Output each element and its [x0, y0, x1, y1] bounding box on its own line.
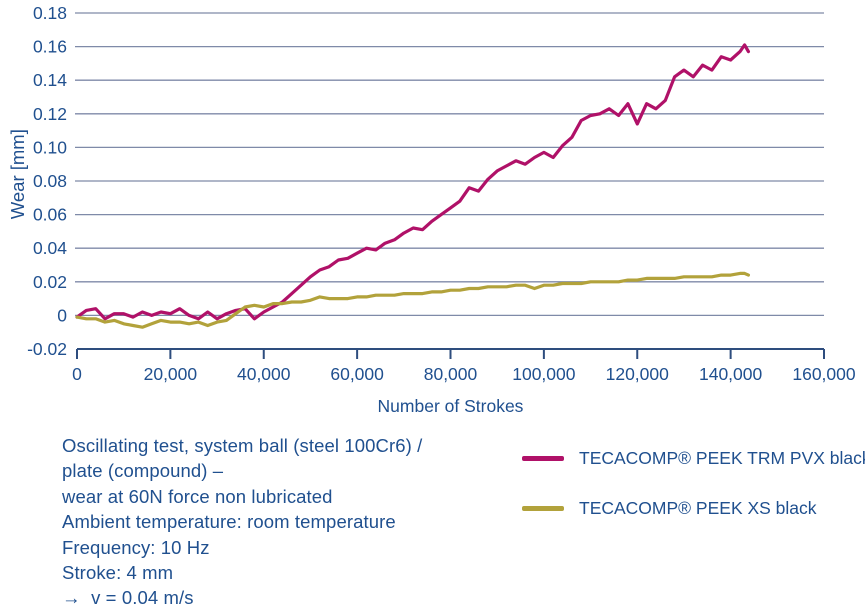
y-axis-title: Wear [mm]: [7, 129, 28, 219]
test-conditions-caption: Oscillating test, system ball (steel 100…: [62, 433, 422, 611]
x-tick-label: 140,000: [699, 364, 763, 384]
y-tick-label: 0.06: [33, 205, 67, 225]
legend-item-trm-pvx: TECACOMP® PEEK TRM PVX black: [522, 445, 865, 471]
y-tick-label: 0.08: [33, 171, 67, 191]
xs-wear-line: [75, 271, 751, 329]
caption-line: wear at 60N force non lubricated: [62, 485, 333, 507]
y-tick-label: 0: [57, 305, 67, 325]
x-tick-label: 60,000: [330, 364, 384, 384]
x-axis-title: Number of Strokes: [378, 396, 524, 416]
y-tick-label: -0.02: [27, 339, 67, 359]
x-tick-label: 160,000: [792, 364, 856, 384]
x-tick-label: 40,000: [237, 364, 291, 384]
y-tick-label: 0.14: [33, 70, 67, 90]
caption-line: plate (compound) –: [62, 460, 224, 482]
x-tick-label: 20,000: [144, 364, 198, 384]
x-tick-label: 120,000: [606, 364, 670, 384]
legend-label: TECACOMP® PEEK XS black: [579, 497, 817, 518]
legend-item-xs: TECACOMP® PEEK XS black: [522, 495, 865, 521]
chart-legend: TECACOMP® PEEK TRM PVX black TECACOMP® P…: [522, 445, 865, 545]
caption-line: Oscillating test, system ball (steel 100…: [62, 435, 423, 456]
y-tick-label: 0.18: [33, 3, 67, 23]
wear-line-chart: 0.180.160.140.120.100.080.060.040.020-0.…: [7, 3, 856, 416]
caption-line: Stroke: 4 mm: [62, 562, 174, 584]
caption-line: Ambient temperature: room temperature: [62, 511, 396, 533]
caption-line: → v = 0.04 m/s: [62, 587, 194, 609]
xs-line-swatch: [522, 505, 564, 511]
trm-pvx-wear-line: [75, 43, 751, 321]
x-tick-label: 0: [72, 364, 82, 384]
y-tick-label: 0.04: [33, 238, 67, 258]
y-tick-label: 0.10: [33, 137, 67, 157]
trm-pvx-line-swatch: [522, 455, 564, 461]
y-tick-label: 0.16: [33, 37, 67, 57]
x-tick-label: 100,000: [512, 364, 576, 384]
legend-label: TECACOMP® PEEK TRM PVX black: [579, 447, 865, 468]
x-tick-label: 80,000: [424, 364, 478, 384]
caption-line: Frequency: 10 Hz: [62, 536, 210, 558]
y-tick-label: 0.02: [33, 272, 67, 292]
y-tick-label: 0.12: [33, 104, 67, 124]
